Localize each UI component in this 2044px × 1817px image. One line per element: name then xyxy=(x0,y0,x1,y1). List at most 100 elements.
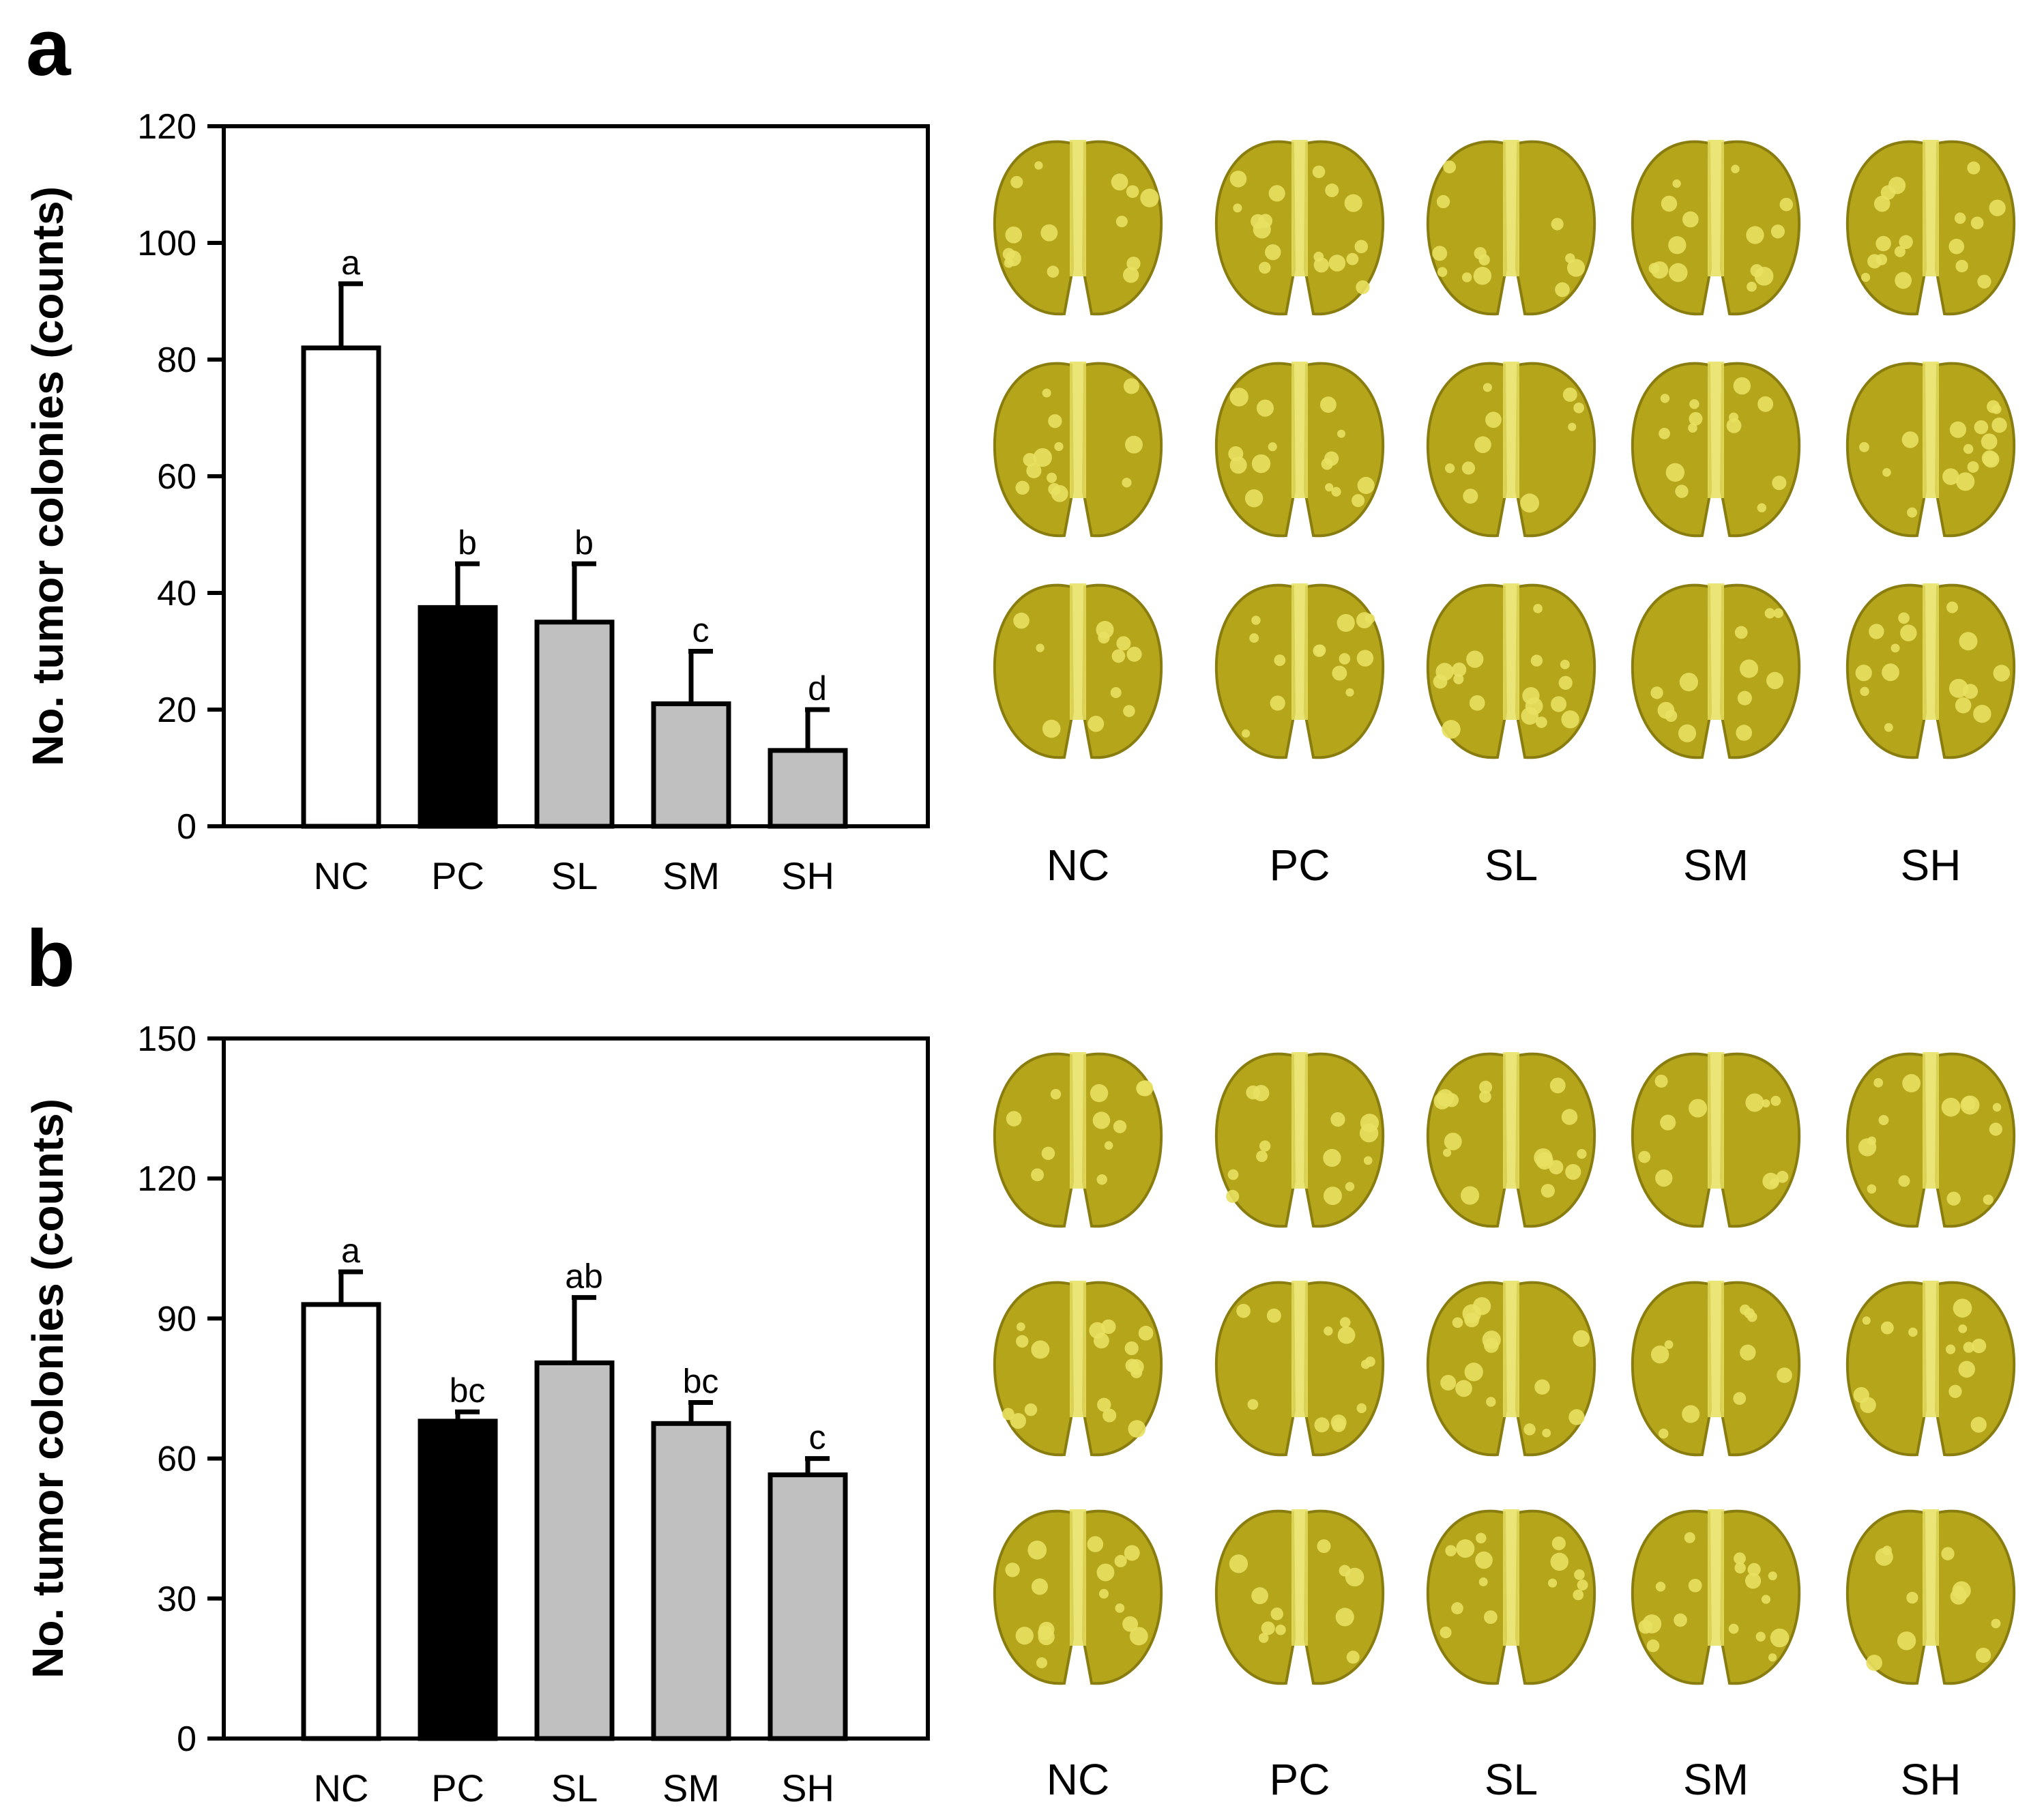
tumor-nodule xyxy=(1646,1639,1660,1653)
tumor-nodule xyxy=(1638,1150,1651,1163)
tumor-nodule xyxy=(1949,421,1967,438)
tumor-nodule xyxy=(1977,274,1991,289)
lung-photo-nc-3 xyxy=(993,583,1163,759)
tumor-nodule xyxy=(1339,653,1351,665)
y-tick-label: 80 xyxy=(157,340,196,380)
tumor-nodule xyxy=(1878,1115,1889,1126)
tumor-nodule xyxy=(1040,224,1058,242)
tumor-nodule xyxy=(1482,1331,1501,1350)
lung-photo-sm-1 xyxy=(1631,140,1801,316)
tumor-nodule xyxy=(1536,716,1547,728)
lung-photo-sh-2 xyxy=(1845,1281,2016,1457)
tumor-nodule xyxy=(1242,729,1251,738)
tumor-nodule xyxy=(1747,1311,1757,1322)
tumor-nodule xyxy=(1551,1536,1566,1551)
photo-column-label-pc: PC xyxy=(1270,841,1330,890)
tumor-nodule xyxy=(1973,704,1991,723)
bar-nc xyxy=(301,1302,381,1741)
tumor-nodule xyxy=(1772,476,1787,491)
tumor-nodule xyxy=(1948,1384,1962,1398)
tumor-nodule xyxy=(1734,1562,1746,1574)
tumor-nodule xyxy=(1229,456,1247,474)
tumor-nodule xyxy=(1648,263,1660,274)
tumor-nodule xyxy=(1963,1341,1974,1353)
lung-trachea xyxy=(1708,140,1724,276)
lung-trachea xyxy=(1923,583,1939,720)
tumor-nodule xyxy=(1768,1571,1777,1581)
tumor-nodule xyxy=(1768,1653,1777,1662)
tumor-nodule xyxy=(1661,195,1678,212)
y-axis-title: No. tumor colonies (counts) xyxy=(23,186,72,766)
lung-left-lobe xyxy=(993,140,1075,316)
tumor-nodule xyxy=(1884,723,1893,732)
lung-trachea xyxy=(1291,140,1308,276)
tumor-nodule xyxy=(1967,161,1981,175)
tumor-nodule xyxy=(1873,195,1890,212)
tumor-nodule xyxy=(1097,1397,1111,1412)
lung-right-lobe xyxy=(1719,1509,1801,1685)
y-tick-label: 120 xyxy=(137,107,196,147)
lung-photo-pc-3 xyxy=(1214,583,1385,759)
x-tick-label-sl: SL xyxy=(551,1767,598,1809)
tumor-nodule xyxy=(1650,686,1663,699)
lung-photo-sm-3 xyxy=(1631,1509,1801,1685)
lung-left-lobe xyxy=(1631,583,1712,759)
tumor-nodule xyxy=(1736,725,1753,741)
tumor-nodule xyxy=(1124,1341,1139,1356)
tumor-nodule xyxy=(1015,1627,1034,1645)
tumor-nodule xyxy=(1744,1573,1762,1589)
lung-trachea xyxy=(1923,362,1939,498)
x-tick-label-sh: SH xyxy=(781,854,834,897)
lung-trachea xyxy=(1708,1281,1724,1417)
significance-label-sh: c xyxy=(809,1419,826,1457)
y-tick-label: 150 xyxy=(137,1019,196,1059)
lung-trachea xyxy=(1503,1281,1519,1417)
tumor-nodule xyxy=(1331,486,1341,497)
tumor-nodule xyxy=(1229,1554,1249,1573)
tumor-nodule xyxy=(1963,684,1979,699)
tumor-nodule xyxy=(1256,399,1274,417)
tumor-nodule xyxy=(1042,719,1061,738)
tumor-nodule xyxy=(1047,265,1060,278)
lung-trachea xyxy=(1070,1281,1086,1417)
tumor-nodule xyxy=(1536,1152,1553,1170)
tumor-nodule xyxy=(1096,620,1114,639)
lung-photo-sh-1 xyxy=(1845,140,2016,316)
bar-pc xyxy=(418,1419,498,1741)
significance-label-sl: ab xyxy=(565,1258,603,1296)
tumor-nodule xyxy=(1568,422,1577,431)
tumor-nodule xyxy=(1654,1075,1668,1088)
tumor-nodule xyxy=(1958,1361,1976,1378)
lung-trachea xyxy=(1503,1509,1519,1646)
lung-photo-pc-3 xyxy=(1214,1509,1385,1685)
tumor-nodule xyxy=(1126,646,1142,662)
lung-photo-sl-1 xyxy=(1426,140,1596,316)
tumor-nodule xyxy=(1895,272,1912,289)
tumor-nodule xyxy=(1573,403,1585,413)
tumor-nodule xyxy=(1337,613,1355,633)
tumor-nodule xyxy=(1650,1345,1669,1364)
tumor-nodule xyxy=(1901,431,1919,448)
lung-left-lobe xyxy=(993,1281,1075,1457)
tumor-nodule xyxy=(1356,650,1374,667)
tumor-nodule xyxy=(1460,1186,1480,1205)
tumor-nodule xyxy=(1731,164,1740,173)
lung-right-lobe xyxy=(1081,1281,1163,1457)
tumor-nodule xyxy=(1026,463,1042,478)
lung-trachea xyxy=(1923,1281,1939,1417)
tumor-nodule xyxy=(1031,1578,1049,1595)
tumor-nodule xyxy=(1479,1080,1493,1094)
tumor-nodule xyxy=(1274,654,1286,667)
tumor-nodule xyxy=(1005,226,1023,244)
tumor-nodule xyxy=(1946,1191,1961,1206)
tumor-nodule xyxy=(1873,1077,1884,1088)
lung-right-lobe xyxy=(1081,140,1163,316)
tumor-nodule xyxy=(1335,1608,1354,1627)
tumor-nodule xyxy=(1941,1097,1961,1117)
tumor-nodule xyxy=(1906,1592,1918,1604)
tumor-nodule xyxy=(1882,468,1891,477)
lung-trachea xyxy=(1503,140,1519,276)
lung-left-lobe xyxy=(1631,362,1712,538)
lung-trachea xyxy=(1291,1281,1308,1417)
y-tick-label: 0 xyxy=(177,1719,196,1759)
